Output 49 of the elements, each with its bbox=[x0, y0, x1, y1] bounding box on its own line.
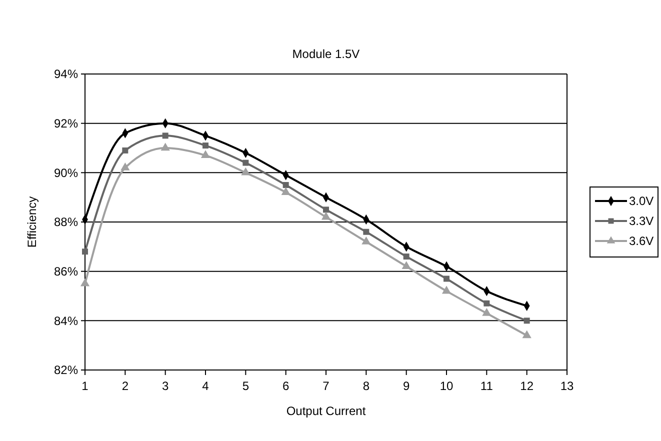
chart-title: Module 1.5V bbox=[292, 47, 360, 61]
point bbox=[202, 142, 208, 149]
legend-label: 3.6V bbox=[629, 234, 654, 248]
x-tick-label: 12 bbox=[520, 379, 534, 393]
point bbox=[122, 147, 128, 154]
point bbox=[402, 261, 411, 270]
y-tick-label: 88% bbox=[54, 215, 78, 230]
x-axis-title: Output Current bbox=[286, 404, 366, 418]
legend-label: 3.3V bbox=[629, 214, 654, 228]
x-tick-label: 10 bbox=[440, 379, 454, 393]
y-tick-label: 84% bbox=[54, 314, 78, 328]
x-tick-label: 4 bbox=[202, 379, 210, 393]
x-tick-label: 7 bbox=[322, 379, 330, 393]
point bbox=[282, 182, 289, 188]
y-tick-label: 94% bbox=[54, 67, 78, 82]
point bbox=[80, 278, 90, 286]
y-axis-title: Efficiency bbox=[25, 196, 39, 248]
point bbox=[323, 206, 329, 213]
y-tick-label: 90% bbox=[54, 166, 78, 180]
point bbox=[162, 132, 168, 139]
point bbox=[444, 276, 450, 282]
point bbox=[160, 142, 170, 151]
point bbox=[522, 330, 532, 338]
x-tick-label: 13 bbox=[560, 379, 574, 393]
point bbox=[281, 187, 290, 196]
x-tick-label: 2 bbox=[122, 379, 129, 393]
x-tick-label: 3 bbox=[162, 379, 169, 393]
y-tick-label: 86% bbox=[54, 264, 78, 279]
x-tick-label: 11 bbox=[480, 379, 494, 393]
point bbox=[362, 236, 371, 244]
point bbox=[200, 150, 210, 158]
point bbox=[363, 228, 370, 235]
point bbox=[403, 254, 410, 260]
x-tick-label: 5 bbox=[242, 379, 250, 393]
y-tick-label: 82% bbox=[54, 363, 78, 378]
x-tick-label: 8 bbox=[362, 379, 370, 393]
legend-label: 3.0V bbox=[629, 194, 654, 208]
point bbox=[242, 160, 249, 166]
point bbox=[442, 286, 452, 294]
point bbox=[120, 162, 130, 170]
point bbox=[82, 248, 88, 255]
x-tick-label: 9 bbox=[402, 379, 410, 393]
point bbox=[484, 300, 490, 306]
x-tick-label: 1 bbox=[82, 379, 89, 393]
point bbox=[482, 308, 492, 316]
x-tick-label: 6 bbox=[282, 379, 290, 393]
point bbox=[321, 212, 331, 220]
point bbox=[524, 318, 530, 324]
y-tick-label: 92% bbox=[54, 116, 78, 131]
